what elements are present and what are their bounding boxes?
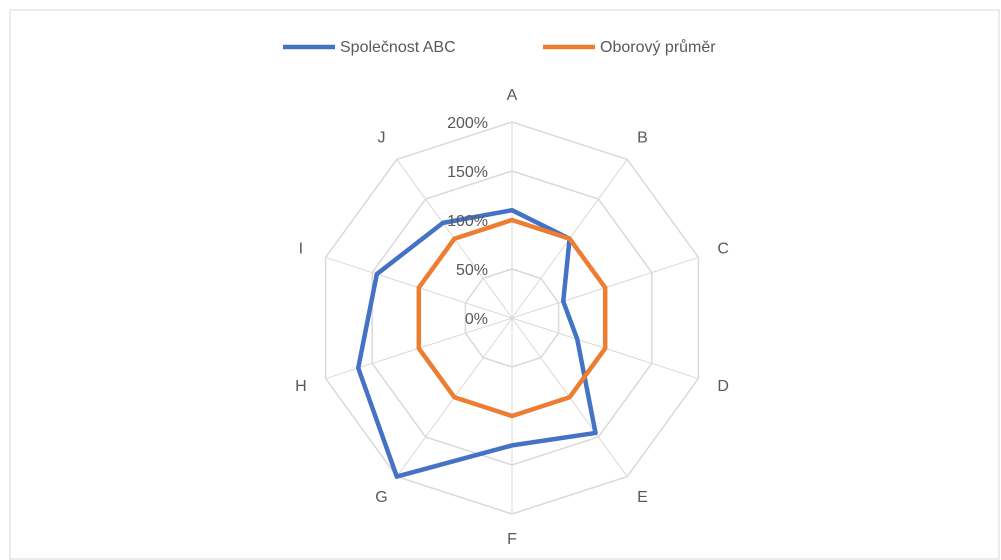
tick-label: 200% xyxy=(447,115,488,132)
chart-frame xyxy=(9,9,1000,560)
legend-label: Společnost ABC xyxy=(340,39,456,56)
category-label: F xyxy=(507,531,517,548)
tick-label: 50% xyxy=(456,262,488,279)
category-label: H xyxy=(295,378,307,395)
tick-label: 150% xyxy=(447,164,488,181)
legend-label: Oborový průměr xyxy=(600,38,716,56)
series-line xyxy=(355,207,598,479)
category-label: J xyxy=(378,130,386,147)
category-label: D xyxy=(717,378,729,395)
category-label: B xyxy=(637,130,648,147)
tick-label: 0% xyxy=(465,311,488,328)
tick-label: 100% xyxy=(447,213,488,230)
category-label: C xyxy=(717,241,729,258)
series-line xyxy=(416,217,608,419)
category-label: A xyxy=(507,87,518,104)
category-label: G xyxy=(375,489,387,506)
category-label: E xyxy=(637,489,648,506)
category-label: I xyxy=(299,241,303,258)
